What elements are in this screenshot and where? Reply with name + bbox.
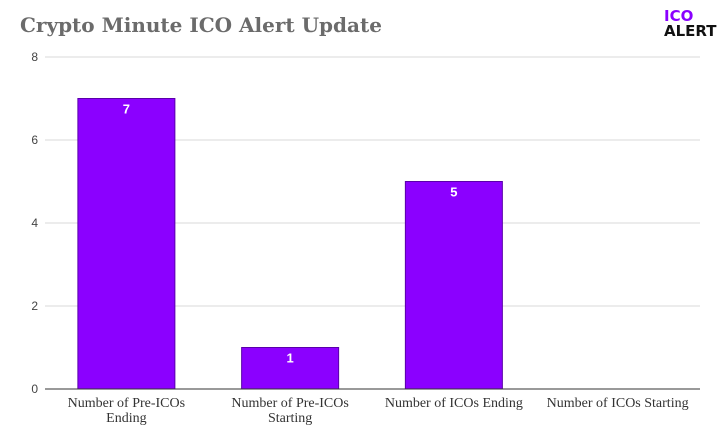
bar-data-label: 7	[123, 102, 130, 117]
logo-line-1: ICO	[664, 7, 694, 25]
bar	[77, 98, 176, 390]
x-category-label: Number of Pre-ICOs	[68, 396, 185, 411]
bar	[241, 347, 340, 390]
y-tick-label: 4	[31, 216, 38, 230]
x-category-label: Number of Pre-ICOs	[231, 396, 348, 411]
ico-alert-logo: ICO ALERT	[664, 7, 717, 40]
x-category-label: Number of ICOs Starting	[547, 396, 689, 411]
chart-title: Crypto Minute ICO Alert Update	[20, 13, 382, 37]
x-category-label: Ending	[106, 411, 146, 426]
x-category-label: Starting	[268, 411, 312, 426]
y-tick-label: 8	[31, 50, 38, 64]
bar-data-label: 5	[450, 185, 457, 200]
bar	[404, 181, 503, 390]
bars	[77, 98, 503, 390]
y-tick-label: 6	[31, 133, 38, 147]
y-tick-label: 0	[31, 382, 38, 396]
logo-line-2: ALERT	[664, 22, 717, 40]
y-axis-ticks: 0 2 4 6 8	[31, 50, 38, 396]
y-tick-label: 2	[31, 299, 38, 313]
data-labels: 7 1 5	[123, 102, 458, 366]
x-category-label: Number of ICOs Ending	[385, 396, 523, 411]
bar-data-label: 1	[287, 351, 294, 366]
